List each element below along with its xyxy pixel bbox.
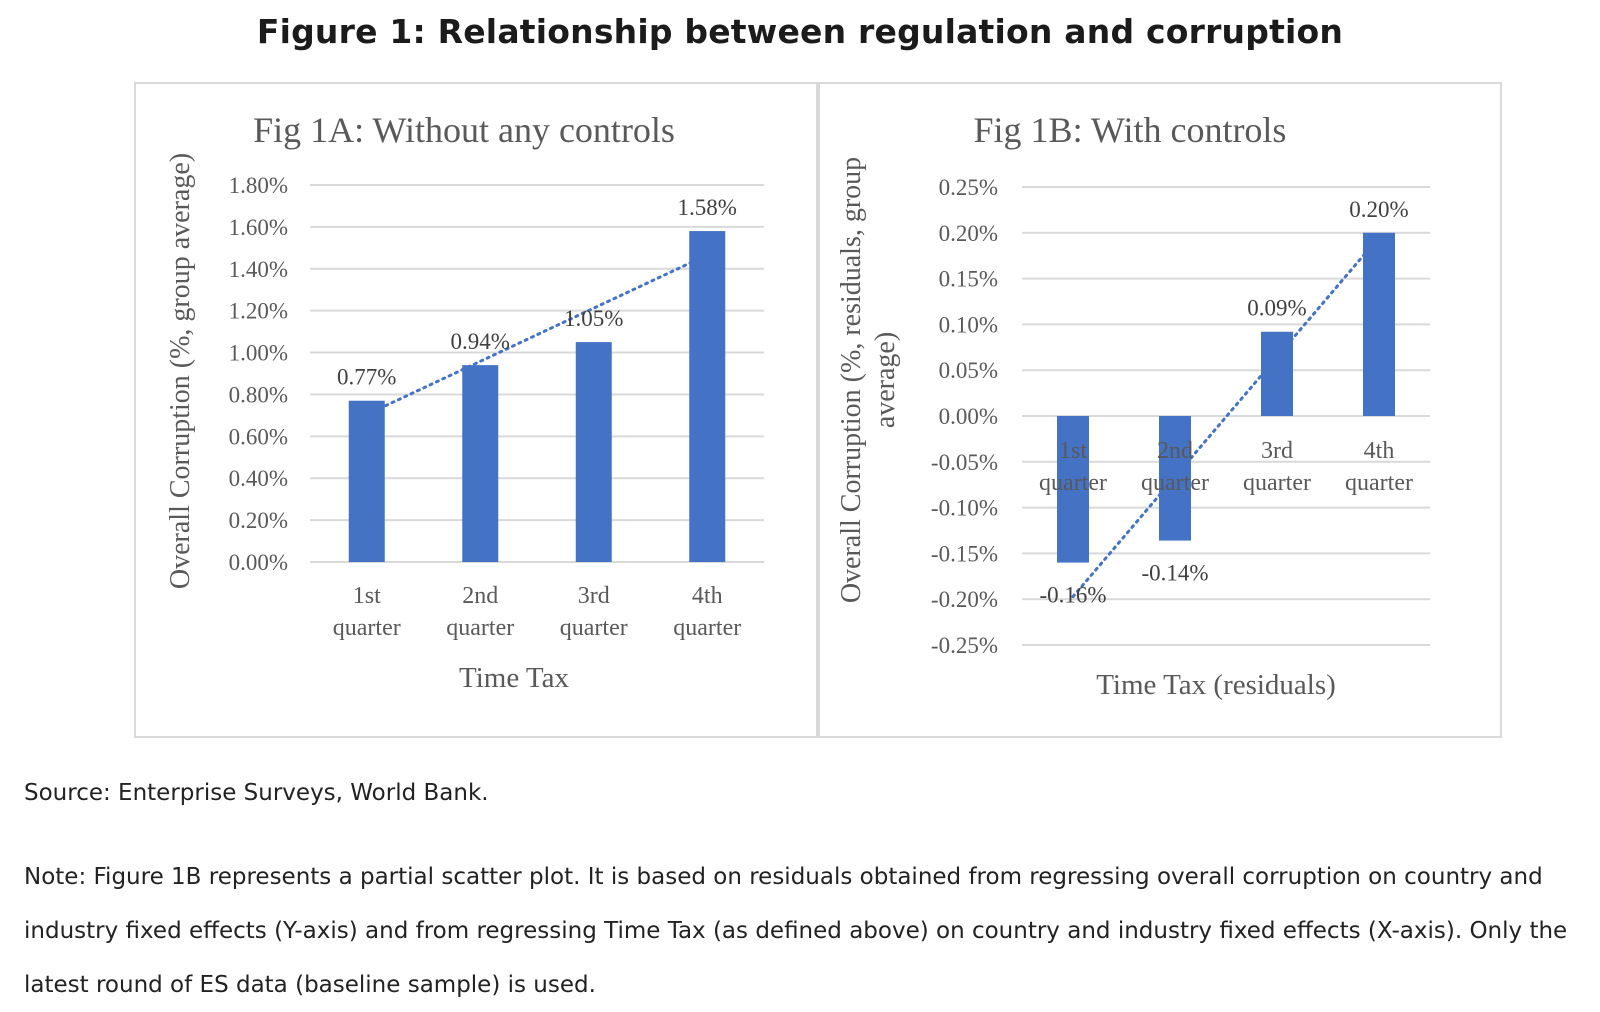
figure-title: Figure 1: Relationship between regulatio…: [256, 12, 1344, 51]
chart-1b-y-tick-label: -0.05%: [931, 450, 998, 475]
chart-1b-y-tick-label: 0.25%: [939, 175, 998, 200]
chart-1b-category-label: 1st quarter: [1039, 438, 1107, 496]
chart-1a-category-label: 4th quarter: [673, 583, 741, 641]
chart-1a-bar: [689, 231, 726, 563]
chart-1b-bar: [1057, 416, 1089, 563]
chart-1a-y-tick-label: 1.40%: [229, 257, 288, 282]
chart-1b-data-label: 0.20%: [1349, 197, 1408, 222]
chart-1b-y-tick-label: -0.15%: [931, 541, 998, 566]
chart-1b-y-axis-label: Overall Corruption (%, residuals, group a…: [836, 157, 901, 603]
chart-1b-y-tick-label: 0.00%: [939, 404, 998, 429]
chart-1a-data-label: 0.94%: [451, 329, 510, 354]
chart-1b-y-tick-label: -0.20%: [931, 587, 998, 612]
note-text: Note: Figure 1B represents a partial sca…: [24, 864, 1568, 998]
chart-1a-trendline: [365, 253, 709, 417]
chart-1b-category-label: 4th quarter: [1345, 438, 1413, 496]
chart-1b-data-label: -0.16%: [1039, 583, 1106, 608]
chart-1a-y-tick-label: 0.60%: [229, 424, 288, 449]
chart-1b-y-tick-label: 0.15%: [939, 267, 998, 292]
chart-1b-y-tick-label: -0.10%: [931, 496, 998, 521]
chart-1b-y-tick-label: -0.25%: [931, 633, 998, 658]
chart-1a-category-label: 3rd quarter: [560, 583, 628, 641]
chart-panel-1b: Fig 1B: With controls Overall Corruption …: [818, 82, 1502, 738]
chart-panel-1a: Fig 1A: Without any controls Overall Corr…: [134, 82, 818, 738]
chart-1b-category-label: 3rd quarter: [1243, 438, 1311, 496]
chart-1a-y-tick-label: 1.00%: [229, 341, 288, 366]
chart-1b-x-axis-label: Time Tax (residuals): [1096, 669, 1336, 701]
chart-1b-y-tick-label: 0.20%: [939, 221, 998, 246]
chart-1b-y-tick-label: 0.05%: [939, 358, 998, 383]
chart-1a-bar: [348, 400, 385, 562]
chart-1a-x-axis-label: Time Tax: [459, 662, 569, 694]
chart-1a-y-tick-label: 1.60%: [229, 215, 288, 240]
chart-1a: Fig 1A: Without any controls Overall Corr…: [165, 110, 764, 694]
chart-1b-data-label: -0.14%: [1141, 561, 1208, 586]
chart-1b-bar: [1363, 232, 1395, 416]
chart-1b-category-label: 2nd quarter: [1141, 438, 1209, 496]
chart-1a-data-label: 0.77%: [337, 365, 396, 390]
chart-1a-y-tick-label: 1.20%: [229, 299, 288, 324]
chart-1b-trendline: [1071, 235, 1381, 599]
chart-1a-y-tick-label: 0.00%: [229, 550, 288, 575]
chart-1a-category-label: 2nd quarter: [446, 583, 514, 641]
chart-1a-y-axis-label: Overall Corruption (%, group average): [165, 153, 196, 589]
source-text: Source: Enterprise Surveys, World Bank.: [24, 780, 489, 806]
chart-1a-y-tick-label: 0.20%: [229, 508, 288, 533]
chart-1a-title: Fig 1A: Without any controls: [253, 110, 675, 150]
chart-1a-y-tick-label: 0.80%: [229, 382, 288, 407]
chart-1b: Fig 1B: With controls Overall Corruption …: [836, 110, 1430, 701]
chart-1a-y-tick-label: 0.40%: [229, 466, 288, 491]
chart-1b-title: Fig 1B: With controls: [974, 110, 1287, 150]
chart-1a-bar: [462, 365, 499, 562]
chart-1a-data-label: 1.58%: [678, 195, 737, 220]
chart-1b-y-tick-label: 0.10%: [939, 312, 998, 337]
chart-1a-category-label: 1st quarter: [333, 583, 401, 641]
chart-1a-data-label: 1.05%: [564, 306, 623, 331]
chart-1a-bar: [575, 342, 612, 562]
chart-1b-data-label: 0.09%: [1247, 296, 1306, 321]
chart-1a-y-tick-label: 1.80%: [229, 173, 288, 198]
